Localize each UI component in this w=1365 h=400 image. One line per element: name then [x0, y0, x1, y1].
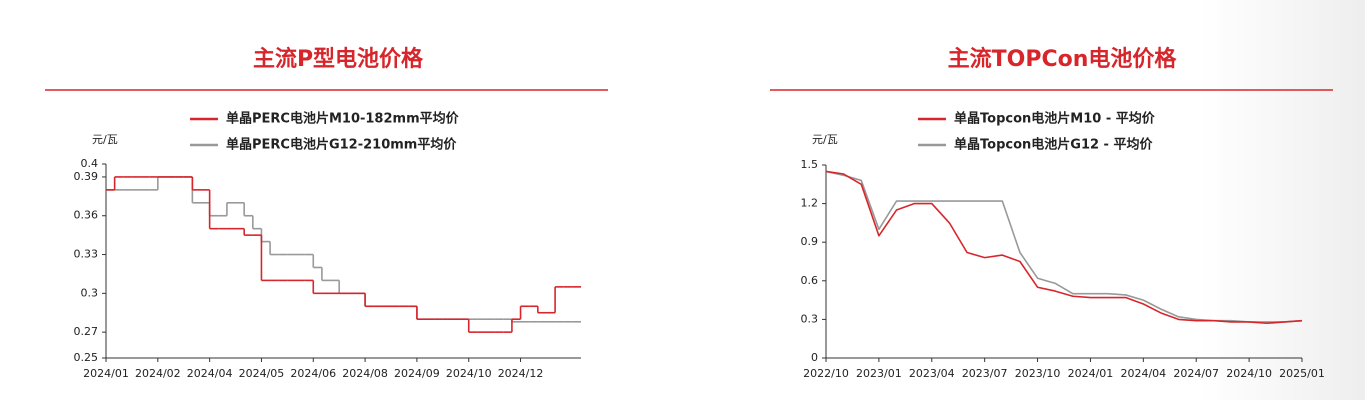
y-tick-label: 0.3 [81, 286, 99, 299]
x-tick-label: 2024/06 [290, 367, 336, 380]
x-tick-label: 2023/07 [962, 367, 1008, 380]
y-unit-label: 元/瓦 [812, 133, 838, 146]
y-tick-label: 0.6 [801, 274, 819, 287]
series-line [825, 170, 1303, 323]
x-tick-label: 2025/01 [1279, 367, 1325, 380]
y-tick-label: 0.3 [801, 312, 819, 325]
x-tick-label: 2024/05 [239, 367, 285, 380]
x-tick-label: 2024/10 [446, 367, 492, 380]
chart-title: 主流TOPCon电池价格 [948, 46, 1178, 72]
x-tick-label: 2024/10 [1226, 367, 1272, 380]
y-tick-label: 0 [811, 351, 818, 364]
x-tick-label: 2023/10 [1015, 367, 1061, 380]
y-tick-label: 1.5 [801, 158, 819, 171]
legend-label: 单晶PERC电池片G12-210mm平均价 [226, 137, 457, 153]
legend-label: 单晶Topcon电池片M10 - 平均价 [954, 111, 1156, 127]
x-tick-label: 2024/08 [342, 367, 388, 380]
y-unit-label: 元/瓦 [92, 133, 118, 146]
y-tick-label: 0.39 [74, 170, 99, 183]
x-tick-label: 2024/01 [83, 367, 129, 380]
y-tick-label: 0.27 [74, 325, 99, 338]
x-tick-label: 2023/04 [909, 367, 955, 380]
y-tick-label: 1.2 [801, 197, 819, 210]
y-tick-label: 0.33 [74, 248, 99, 261]
x-tick-label: 2024/02 [135, 367, 181, 380]
series-line [825, 170, 1303, 325]
x-tick-label: 2023/01 [856, 367, 902, 380]
y-tick-label: 0.4 [81, 157, 99, 170]
x-tick-label: 2022/10 [803, 367, 849, 380]
legend-label: 单晶PERC电池片M10-182mm平均价 [226, 111, 460, 127]
x-tick-label: 2024/04 [1120, 367, 1166, 380]
x-tick-label: 2024/07 [1173, 367, 1219, 380]
y-tick-label: 0.25 [74, 351, 99, 364]
chart-title: 主流P型电池价格 [253, 46, 424, 72]
x-tick-label: 2024/04 [187, 367, 233, 380]
y-tick-label: 0.36 [74, 209, 99, 222]
x-tick-label: 2024/09 [394, 367, 440, 380]
x-tick-label: 2024/12 [498, 367, 544, 380]
legend-label: 单晶Topcon电池片G12 - 平均价 [954, 137, 1153, 153]
y-tick-label: 0.9 [801, 235, 819, 248]
x-tick-label: 2024/01 [1068, 367, 1114, 380]
